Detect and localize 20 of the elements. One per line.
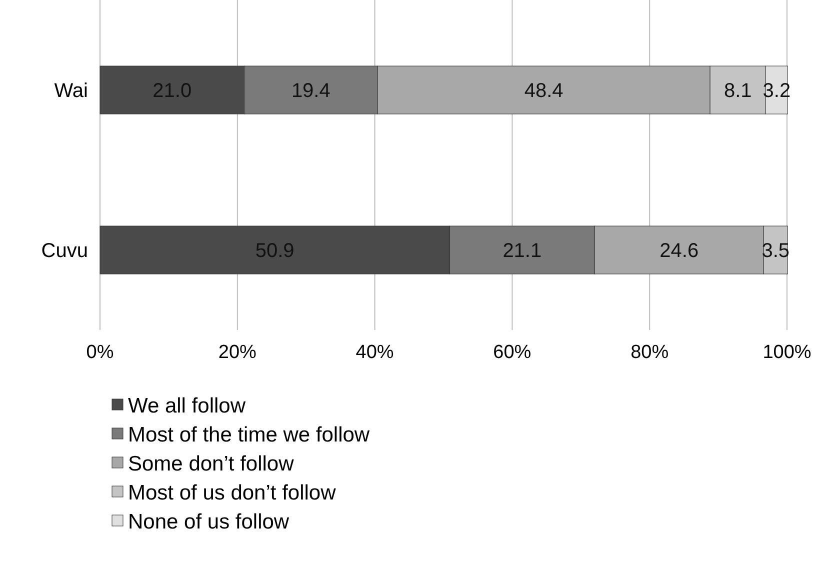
legend-label: None of us follow (128, 510, 290, 534)
legend-label: Most of the time we follow (128, 423, 370, 446)
x-tick-label: 0% (86, 342, 114, 363)
data-label: 19.4 (291, 80, 330, 102)
data-label: 50.9 (255, 240, 294, 262)
legend-label: Most of us don’t follow (128, 481, 337, 504)
legend-label: We all follow (128, 394, 246, 418)
x-tick-label: 80% (630, 342, 669, 363)
x-tick-label: 60% (493, 342, 532, 363)
y-tick-label: Cuvu (41, 240, 88, 262)
x-tick-label: 20% (218, 342, 257, 363)
data-label: 48.4 (524, 80, 564, 102)
data-label: 24.6 (660, 240, 699, 262)
data-label: 8.1 (724, 80, 752, 102)
x-tick-label: 40% (356, 342, 394, 363)
data-label: 21.0 (152, 80, 192, 102)
data-label: 21.1 (502, 240, 542, 262)
y-tick-label: Wai (54, 80, 88, 102)
x-tick-label: 100% (762, 342, 812, 363)
legend-label: Some don’t follow (128, 452, 295, 476)
